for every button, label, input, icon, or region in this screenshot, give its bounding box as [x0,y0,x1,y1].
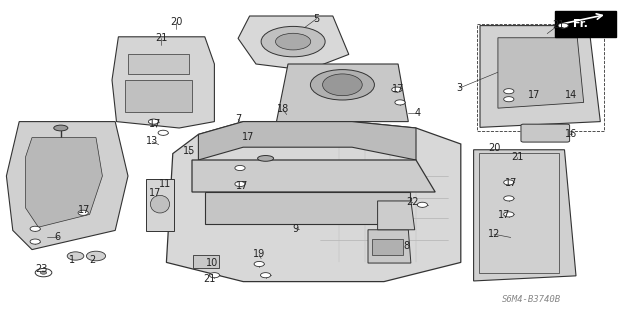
Polygon shape [192,160,435,192]
Text: 2: 2 [90,255,96,265]
Text: 20: 20 [488,143,500,153]
Text: 7: 7 [235,114,241,124]
Circle shape [254,261,264,267]
Circle shape [504,180,514,185]
Text: S6M4-B3740B: S6M4-B3740B [502,295,561,304]
Text: 20: 20 [170,17,182,27]
Text: 17: 17 [504,178,517,188]
Text: 21: 21 [552,20,565,30]
Circle shape [504,212,514,217]
Ellipse shape [275,33,311,50]
Text: 5: 5 [314,13,320,24]
Ellipse shape [323,74,362,96]
Bar [479,153,559,273]
Ellipse shape [150,195,170,213]
Circle shape [209,273,220,278]
Circle shape [67,252,84,260]
Circle shape [235,165,245,171]
Text: 18: 18 [276,104,289,115]
Circle shape [235,181,245,187]
Text: 13: 13 [146,136,159,147]
Bar [372,239,403,255]
Polygon shape [480,26,600,127]
Polygon shape [112,37,214,128]
Text: 6: 6 [54,232,61,243]
Circle shape [148,119,159,124]
Text: 17: 17 [78,204,91,215]
Circle shape [30,226,40,231]
Text: 12: 12 [488,229,500,239]
FancyBboxPatch shape [555,11,616,37]
Polygon shape [26,138,102,227]
Text: 21: 21 [511,152,524,163]
Circle shape [504,89,514,94]
Text: Fr.: Fr. [573,19,588,29]
Text: 23: 23 [35,264,48,275]
Text: 17: 17 [236,181,248,191]
Text: 17: 17 [528,90,541,100]
Bar [193,255,219,268]
Polygon shape [166,122,461,282]
Text: 17: 17 [392,84,404,94]
Circle shape [78,210,88,215]
Circle shape [392,87,402,92]
Text: 21: 21 [155,33,168,43]
Text: 17: 17 [148,119,161,129]
Text: 17: 17 [242,132,255,142]
Circle shape [260,273,271,278]
Ellipse shape [310,70,374,100]
Polygon shape [368,230,411,263]
Circle shape [395,100,405,105]
Text: 14: 14 [565,90,578,100]
Text: 19: 19 [253,249,266,260]
Ellipse shape [261,27,325,57]
Text: 10: 10 [206,258,219,268]
Text: 21: 21 [204,274,216,284]
Polygon shape [198,122,416,160]
Circle shape [30,239,40,244]
Polygon shape [378,201,415,230]
Bar [125,80,192,112]
Circle shape [158,130,168,135]
Polygon shape [474,150,576,281]
Text: 22: 22 [406,197,419,207]
Text: 11: 11 [159,179,172,189]
Text: 1: 1 [69,255,76,265]
Circle shape [86,251,106,261]
Text: 3: 3 [456,83,463,93]
Ellipse shape [257,156,274,161]
Text: 15: 15 [182,146,195,156]
Bar [477,24,604,131]
Text: 4: 4 [415,108,421,118]
Polygon shape [238,16,349,70]
Polygon shape [205,192,410,224]
Text: 9: 9 [292,224,299,234]
Text: 17: 17 [148,188,161,198]
Ellipse shape [54,125,68,131]
Bar [128,54,189,74]
Text: 8: 8 [403,241,410,251]
Polygon shape [276,64,408,122]
Polygon shape [498,38,584,108]
Circle shape [504,97,514,102]
Text: 16: 16 [565,129,578,139]
Circle shape [504,196,514,201]
Circle shape [417,202,428,207]
Polygon shape [6,122,128,250]
Circle shape [35,268,52,277]
Polygon shape [146,179,174,231]
Circle shape [558,23,568,28]
Text: 17: 17 [498,210,511,220]
Circle shape [40,271,47,274]
FancyBboxPatch shape [521,124,570,142]
